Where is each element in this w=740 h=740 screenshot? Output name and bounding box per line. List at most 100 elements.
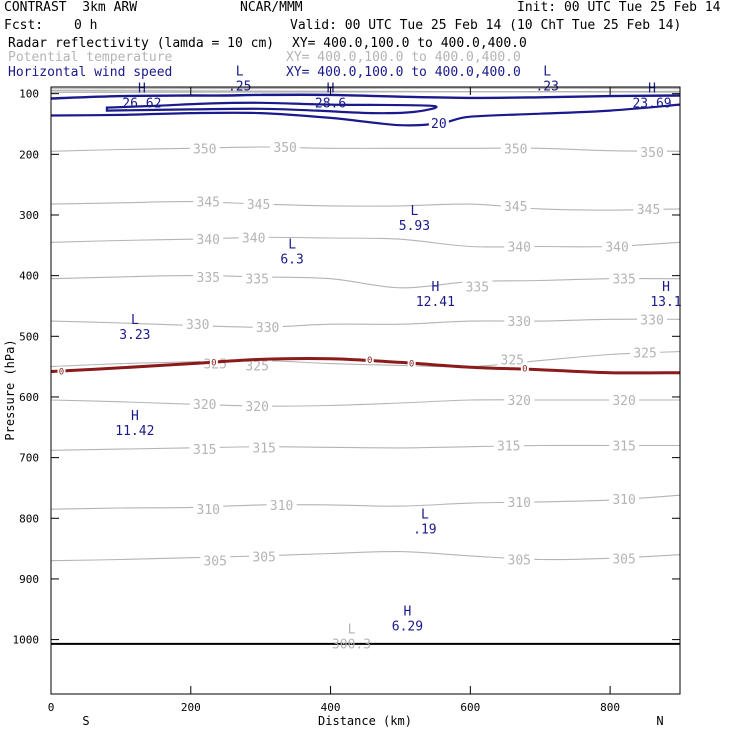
y-tick-label: 900 bbox=[19, 573, 39, 586]
theta-band-line bbox=[51, 65, 680, 67]
wind-label-20: 20 bbox=[431, 117, 447, 132]
theta-label-bg bbox=[252, 320, 283, 335]
extremum-marker: H bbox=[404, 604, 412, 619]
theta-label-bg bbox=[182, 317, 213, 332]
theta-label-340: 340 bbox=[197, 233, 220, 248]
theta-contour-350 bbox=[51, 146, 680, 152]
theta-label-bg bbox=[500, 198, 531, 213]
theta-label-bg bbox=[609, 551, 640, 566]
y-axis-label: Pressure (hPa) bbox=[3, 339, 17, 440]
theta-label-bg bbox=[504, 494, 535, 509]
theta-label-bg bbox=[637, 312, 668, 327]
theta-band-line bbox=[51, 62, 680, 63]
theta-label-315: 315 bbox=[252, 441, 275, 456]
theta-contour-310 bbox=[51, 494, 680, 510]
extremum-value: 26.62 bbox=[122, 96, 161, 111]
theta-label-bg bbox=[189, 442, 220, 457]
x-axis-label: Distance (km) bbox=[318, 714, 412, 728]
x-tick-label: 0 bbox=[48, 701, 55, 714]
theta-label-bg bbox=[504, 552, 535, 567]
theta-label-350: 350 bbox=[640, 146, 663, 161]
extremum-marker: L bbox=[411, 204, 419, 219]
theta-label-350: 350 bbox=[504, 142, 527, 157]
extremum-marker: L bbox=[236, 64, 244, 79]
theta-label-350: 350 bbox=[193, 142, 216, 157]
field-name-wind: Horizontal wind speed bbox=[8, 65, 173, 80]
y-tick-label: 600 bbox=[19, 391, 39, 404]
extremum-marker: L bbox=[348, 623, 356, 638]
plot-title: CONTRAST 3km ARW bbox=[4, 0, 138, 15]
extremum-value: 6.3 bbox=[280, 252, 303, 267]
theta-label-310: 310 bbox=[197, 503, 220, 518]
theta-label-315: 315 bbox=[193, 443, 216, 458]
wind-inner-contour bbox=[105, 101, 438, 115]
theta-label-bg bbox=[193, 194, 224, 209]
theta-label-bg bbox=[462, 279, 493, 294]
theta-label-bg bbox=[242, 358, 273, 373]
theta-contour-305 bbox=[51, 550, 680, 562]
theta-label-bg bbox=[497, 352, 528, 367]
field-xy-theta: XY= 400.0,100.0 to 400.0,400.0 bbox=[286, 50, 521, 65]
extremum-marker: H bbox=[648, 81, 656, 96]
extremum-value: 28.6 bbox=[315, 96, 346, 111]
theta-label-bg bbox=[193, 502, 224, 517]
theta-band-line bbox=[51, 69, 680, 71]
valid-time: Valid: 00 UTC Tue 25 Feb 14 (10 ChT Tue … bbox=[290, 18, 682, 33]
extremum-value: 11.42 bbox=[115, 424, 154, 439]
extremum-marker: L bbox=[131, 313, 139, 328]
extremum-marker: H bbox=[662, 280, 670, 295]
theta-label-305: 305 bbox=[612, 552, 635, 567]
endpoint-right: N bbox=[656, 714, 663, 728]
theta-label-bg bbox=[630, 345, 661, 360]
plot-frame bbox=[50, 86, 681, 695]
theta-band-line bbox=[51, 72, 680, 74]
reflectivity-label: 0 bbox=[522, 364, 527, 374]
x-tick-label: 800 bbox=[600, 701, 620, 714]
extremum-marker: L bbox=[421, 507, 429, 522]
theta-label-305: 305 bbox=[203, 555, 226, 570]
reflectivity-label-bg bbox=[407, 358, 416, 368]
field-name-reflectivity: Radar reflectivity (lamda = 10 cm) bbox=[8, 36, 275, 51]
theta-label-305: 305 bbox=[508, 554, 531, 569]
theta-label-bg bbox=[493, 438, 524, 453]
theta-label-330: 330 bbox=[256, 321, 279, 336]
theta-label-310: 310 bbox=[508, 496, 531, 511]
theta-label-bg bbox=[193, 232, 224, 247]
wind-contour-20 bbox=[51, 103, 680, 127]
x-tick-label: 200 bbox=[181, 701, 201, 714]
theta-contour-340 bbox=[51, 236, 680, 248]
reflectivity-label: 0 bbox=[211, 358, 216, 368]
reflectivity-label-bg bbox=[520, 363, 529, 373]
reflectivity-label: 0 bbox=[409, 360, 414, 370]
y-tick-label: 1000 bbox=[13, 634, 40, 647]
reflectivity-label: 0 bbox=[59, 367, 64, 377]
y-tick-label: 500 bbox=[19, 330, 39, 343]
theta-contour-335 bbox=[51, 275, 680, 289]
theta-label-330: 330 bbox=[640, 313, 663, 328]
theta-contour-330 bbox=[51, 318, 680, 328]
extremum-marker: L bbox=[288, 237, 296, 252]
theta-label-320: 320 bbox=[612, 394, 635, 409]
theta-label-bg bbox=[504, 239, 535, 254]
y-tick-label: 800 bbox=[19, 512, 39, 525]
theta-label-315: 315 bbox=[612, 439, 635, 454]
theta-label-bg bbox=[189, 141, 220, 156]
theta-label-340: 340 bbox=[508, 241, 531, 256]
theta-label-310: 310 bbox=[612, 493, 635, 508]
x-tick-label: 400 bbox=[321, 701, 341, 714]
theta-band-line bbox=[51, 76, 680, 78]
extremum-marker: H bbox=[138, 81, 146, 96]
extremum-marker: H bbox=[431, 280, 439, 295]
y-tick-label: 700 bbox=[19, 452, 39, 465]
theta-label-320: 320 bbox=[508, 394, 531, 409]
reflectivity-contour-0 bbox=[51, 356, 680, 375]
extremum-value: .19 bbox=[413, 522, 436, 537]
theta-label-345: 345 bbox=[197, 196, 220, 211]
forecast-label: Fcst: bbox=[4, 18, 44, 33]
theta-label-335: 335 bbox=[245, 273, 268, 288]
theta-contour-320 bbox=[51, 399, 680, 407]
reflectivity-label-bg bbox=[209, 357, 218, 367]
theta-label-345: 345 bbox=[504, 200, 527, 215]
field-xy-wind: XY= 400.0,100.0 to 400.0,400.0 bbox=[286, 65, 521, 80]
